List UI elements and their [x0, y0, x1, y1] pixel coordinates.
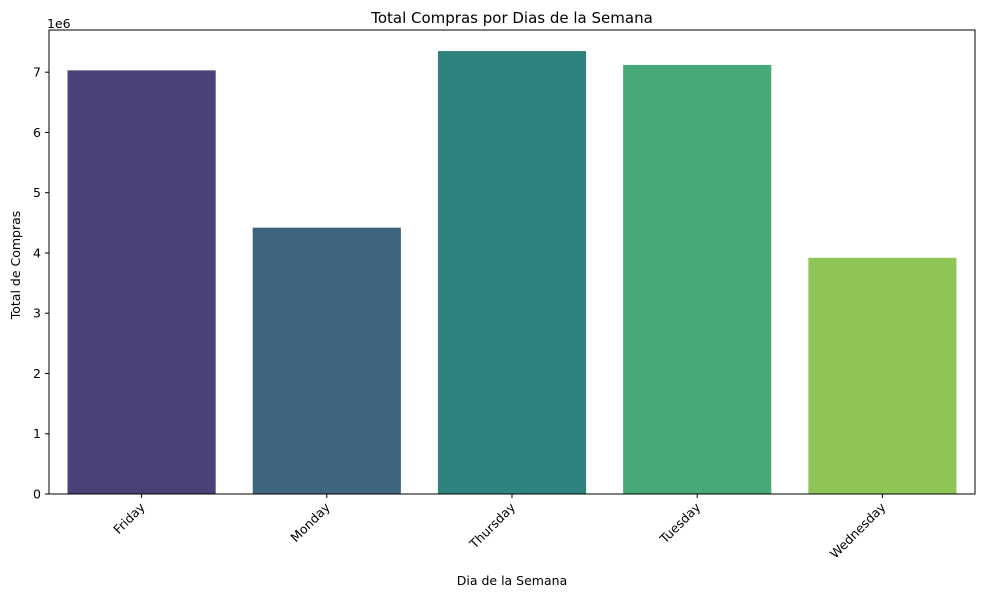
y-axis-label: Total de Compras — [8, 211, 23, 321]
bar-tuesday — [623, 64, 772, 494]
y-tick-label: 1 — [33, 426, 41, 441]
bar-monday — [252, 227, 401, 494]
bar-wednesday — [808, 257, 957, 494]
y-tick-label: 5 — [33, 185, 41, 200]
x-tick-label: Tuesday — [656, 499, 704, 547]
x-tick-label: Thursday — [466, 499, 519, 552]
y-axis-ticks: 0 1 2 3 4 5 6 7 — [33, 65, 49, 502]
plot-area-frame — [48, 29, 976, 495]
bars-group — [67, 51, 957, 494]
x-axis-label: Dia de la Semana — [457, 573, 567, 588]
x-tick-label: Wednesday — [827, 499, 889, 561]
x-tick-label: Friday — [110, 499, 148, 537]
y-axis-offset-label: 1e6 — [47, 16, 71, 31]
y-tick-label: 3 — [33, 306, 41, 321]
bar-friday — [67, 70, 216, 494]
chart-title: Total Compras por Dias de la Semana — [370, 9, 653, 27]
x-axis-ticks: Friday Monday Thursday Tuesday Wednesday — [110, 494, 889, 561]
y-tick-label: 6 — [33, 125, 41, 140]
x-tick-label: Monday — [287, 499, 333, 545]
y-tick-label: 0 — [33, 487, 41, 502]
bar-thursday — [437, 51, 587, 494]
y-tick-label: 2 — [33, 366, 41, 381]
y-tick-label: 4 — [33, 245, 41, 260]
y-tick-label: 7 — [33, 65, 41, 80]
